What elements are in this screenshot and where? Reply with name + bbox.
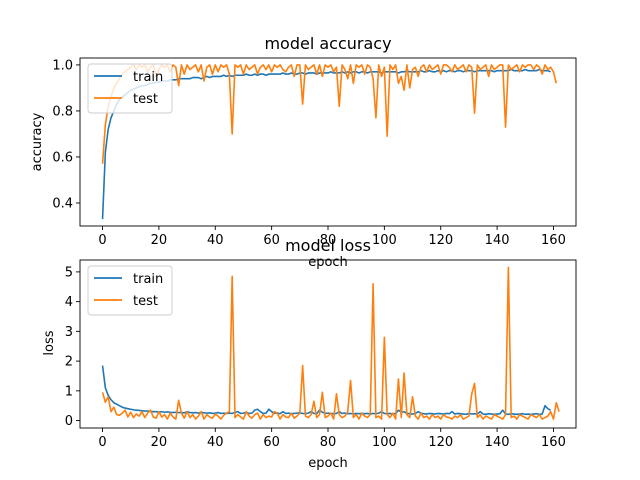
loss-x-tick-label: 100 [372,435,397,450]
loss-y-tick-label: 3 [65,325,73,340]
accuracy-y-axis-label: accuracy [30,112,45,171]
loss-chart-title: model loss [285,236,371,255]
accuracy-x-tick-label: 0 [98,233,106,248]
accuracy-x-tick-label: 140 [485,233,510,248]
loss-legend: train test [87,265,173,316]
loss-y-axis-label: loss [42,330,57,355]
accuracy-x-tick-label: 120 [428,233,453,248]
loss-axes-frame [79,259,577,429]
loss-legend-train-label: train [133,272,163,287]
loss-series-layer [101,266,560,420]
loss-y-tick-label: 5 [65,265,73,280]
accuracy-legend-test-label: test [133,92,158,107]
accuracy-x-tick-label: 20 [151,233,168,248]
loss-ticks: 0 20 40 60 80 100 120 140 160 0 1 2 3 4 5 [65,265,566,450]
loss-x-axis-label: epoch [308,456,348,471]
loss-x-tick-label: 160 [541,435,566,450]
loss-x-tick-label: 20 [151,435,168,450]
loss-test-line [101,266,560,420]
loss-x-tick-label: 120 [428,435,453,450]
accuracy-x-tick-label: 100 [372,233,397,248]
loss-y-tick-label: 4 [65,295,73,310]
accuracy-y-tick-label: 0.4 [52,196,73,211]
loss-legend-test-label: test [133,294,158,309]
accuracy-legend: train test [87,63,173,114]
loss-x-tick-label: 60 [263,435,280,450]
accuracy-x-tick-label: 80 [320,233,337,248]
loss-x-tick-label: 140 [485,435,510,450]
accuracy-axes-frame [79,57,577,227]
accuracy-x-tick-label: 40 [207,233,224,248]
accuracy-legend-train-label: train [133,70,163,85]
loss-y-tick-label: 1 [65,384,73,399]
accuracy-x-axis-label: epoch [308,255,348,270]
accuracy-chart: model accuracy epoch accuracy 0 20 40 60 80 1… [30,34,577,270]
accuracy-ticks: 0 20 40 60 80 100 120 140 160 0.4 0.6 0.8 1.0 [52,58,566,248]
loss-x-tick-label: 40 [207,435,224,450]
loss-chart: model loss epoch loss 0 20 40 60 80 100 120 140… [42,236,577,471]
accuracy-x-tick-label: 60 [263,233,280,248]
loss-y-tick-label: 0 [65,414,73,429]
accuracy-y-tick-label: 0.6 [52,150,73,165]
accuracy-series-layer [101,64,558,220]
loss-y-tick-label: 2 [65,355,73,370]
accuracy-x-tick-label: 160 [541,233,566,248]
accuracy-y-tick-label: 1.0 [52,58,73,73]
accuracy-y-tick-label: 0.8 [52,104,73,119]
loss-x-tick-label: 80 [320,435,337,450]
loss-x-tick-label: 0 [98,435,106,450]
accuracy-chart-title: model accuracy [264,34,391,53]
accuracy-test-line [101,64,558,164]
